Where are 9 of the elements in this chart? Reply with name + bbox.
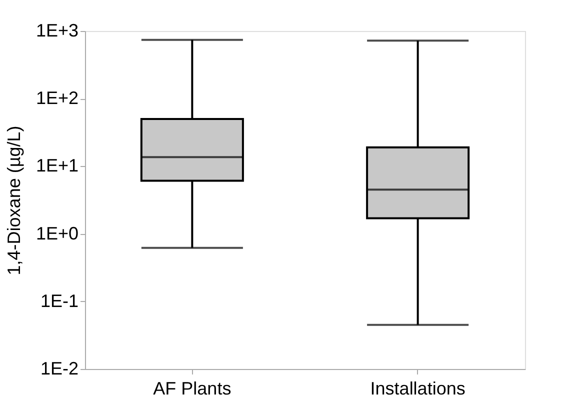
y-tick-label: 1E-1 bbox=[40, 290, 78, 311]
y-tick-label: 1E+2 bbox=[36, 88, 78, 108]
y-tick-label: 1E+3 bbox=[36, 20, 78, 40]
x-tick-label: AF Plants bbox=[153, 378, 232, 398]
y-tick-label: 1E+1 bbox=[36, 156, 78, 176]
y-tick-label: 1E+0 bbox=[36, 223, 78, 244]
y-tick-label: 1E-2 bbox=[40, 358, 78, 378]
x-tick-label: Installations bbox=[370, 378, 466, 398]
y-axis-title: 1,4-Dioxane (µg/L) bbox=[4, 126, 24, 276]
